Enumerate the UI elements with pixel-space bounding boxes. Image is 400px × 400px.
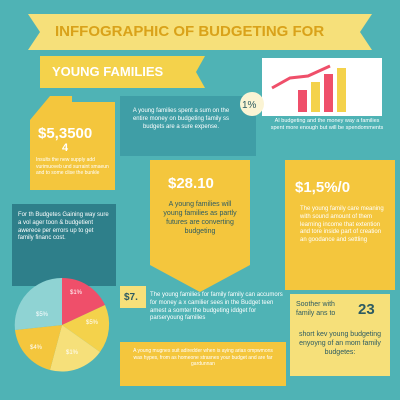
intro-card bbox=[120, 96, 256, 156]
subtitle-ribbon bbox=[40, 56, 205, 88]
pie-label: $1% bbox=[70, 290, 83, 296]
badge: 1% bbox=[242, 100, 257, 111]
pie-label: $1% bbox=[66, 350, 79, 356]
right-text: The young family care meaning with sound… bbox=[300, 206, 384, 244]
house-amount: $5,3500 bbox=[38, 125, 93, 142]
badge-circle bbox=[240, 92, 264, 116]
intro-text: A young families spent a sum on the enti… bbox=[132, 108, 230, 130]
right-card bbox=[285, 160, 395, 290]
house-card bbox=[30, 96, 115, 190]
center-card bbox=[150, 160, 250, 292]
pie-slice bbox=[62, 277, 105, 325]
subtitle: YOUNG FAMILIES bbox=[52, 64, 164, 79]
title-ribbon bbox=[28, 14, 372, 50]
right-amount: $1,5%/0 bbox=[295, 179, 351, 196]
center-text: A young families will young families as … bbox=[163, 201, 237, 236]
title: INFFOGRAPHIC OF BUDGETING FOR bbox=[55, 23, 325, 40]
icon-bar bbox=[311, 82, 320, 112]
trend-text: AI budgeting and the money way a familie… bbox=[270, 118, 384, 132]
pie-slice bbox=[14, 277, 62, 330]
icon-bar bbox=[298, 90, 307, 112]
footer-card bbox=[120, 342, 286, 386]
icon-bar bbox=[337, 68, 346, 112]
icon-bar bbox=[324, 74, 333, 112]
pie-slice bbox=[50, 325, 100, 372]
pie-slice bbox=[62, 305, 110, 352]
small-badge bbox=[120, 286, 146, 308]
pie-slice bbox=[15, 325, 62, 370]
house-number: 4 bbox=[62, 142, 69, 154]
bottom-text: short kev young budgeting enyoyng of an … bbox=[298, 331, 382, 357]
left-text: For th Budgetes Gaining way sure a vol a… bbox=[18, 212, 109, 242]
left-card bbox=[12, 204, 116, 286]
footer-text: A young mugnes suit adiredder when is ay… bbox=[133, 348, 273, 367]
bottom-lead: Soother with family ans to bbox=[296, 301, 336, 318]
pie-label: $5% bbox=[36, 312, 49, 318]
chart-icon bbox=[262, 58, 382, 116]
pie-label: $4% bbox=[30, 345, 43, 351]
icon-arrow bbox=[271, 64, 331, 90]
middle-text: The young families for family family can… bbox=[150, 292, 283, 322]
center-amount: $28.10 bbox=[168, 175, 214, 192]
bottom-right-card bbox=[290, 294, 390, 376]
pie-label: $5% bbox=[86, 320, 99, 326]
bottom-number: 23 bbox=[358, 301, 375, 318]
house-text: Insults the new supply add vurimuoveb un… bbox=[36, 157, 109, 176]
small-badge-text: $7. bbox=[124, 292, 138, 303]
